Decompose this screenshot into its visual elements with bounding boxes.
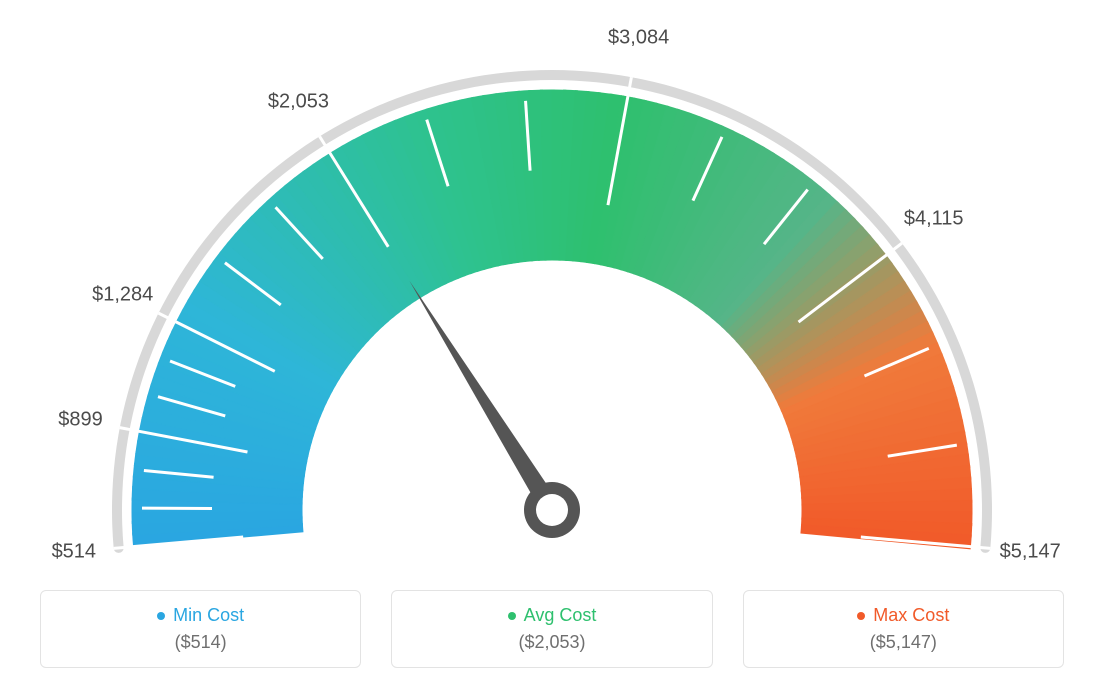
legend-box-min: Min Cost ($514) — [40, 590, 361, 668]
legend-label-avg: Avg Cost — [524, 605, 597, 626]
legend-row: Min Cost ($514) Avg Cost ($2,053) Max Co… — [40, 590, 1064, 668]
gauge-tick-label: $899 — [58, 409, 103, 432]
legend-box-max: Max Cost ($5,147) — [743, 590, 1064, 668]
legend-title-min: Min Cost — [157, 605, 244, 626]
legend-dot-avg — [508, 612, 516, 620]
gauge-tick-label: $2,053 — [268, 91, 329, 114]
gauge-tick-label: $3,084 — [608, 26, 669, 49]
gauge-tick-label: $1,284 — [92, 284, 153, 307]
legend-value-avg: ($2,053) — [402, 632, 701, 653]
legend-dot-max — [857, 612, 865, 620]
gauge-chart-container: $514 $899 $1,284 $2,053 $3,084 $4,115 $5,147 M… — [0, 0, 1104, 690]
legend-value-max: ($5,147) — [754, 632, 1053, 653]
legend-title-max: Max Cost — [857, 605, 949, 626]
gauge-tick-label: $4,115 — [904, 207, 964, 230]
legend-dot-min — [157, 612, 165, 620]
gauge-tick-label: $5,147 — [1000, 540, 1061, 563]
legend-box-avg: Avg Cost ($2,053) — [391, 590, 712, 668]
legend-label-max: Max Cost — [873, 605, 949, 626]
legend-title-avg: Avg Cost — [508, 605, 597, 626]
legend-value-min: ($514) — [51, 632, 350, 653]
legend-label-min: Min Cost — [173, 605, 244, 626]
gauge-wrap: $514 $899 $1,284 $2,053 $3,084 $4,115 $5,147 — [0, 0, 1104, 560]
gauge-svg — [0, 0, 1104, 560]
gauge-tick-label: $514 — [52, 540, 97, 563]
